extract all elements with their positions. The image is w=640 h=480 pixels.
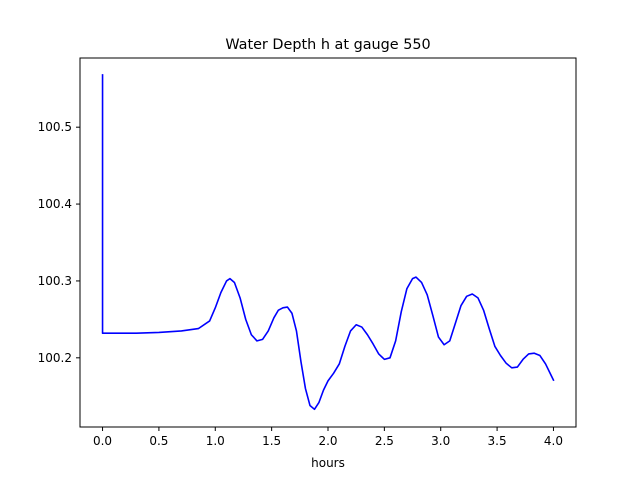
x-tick-label: 2.5 bbox=[375, 434, 394, 448]
x-axis-label: hours bbox=[311, 456, 345, 470]
y-tick-label: 100.5 bbox=[38, 120, 72, 134]
y-tick-label: 100.3 bbox=[38, 274, 72, 288]
y-tick-label: 100.4 bbox=[38, 197, 72, 211]
x-tick-label: 1.0 bbox=[206, 434, 225, 448]
series-line bbox=[101, 74, 555, 411]
x-tick-label: 3.0 bbox=[431, 434, 450, 448]
x-tick-label: 1.5 bbox=[262, 434, 281, 448]
x-tick-label: 0.0 bbox=[93, 434, 112, 448]
x-tick-label: 4.0 bbox=[544, 434, 563, 448]
y-tick-label: 100.2 bbox=[38, 351, 72, 365]
x-tick-label: 3.5 bbox=[488, 434, 507, 448]
plot-area bbox=[101, 74, 555, 411]
y-axis: 100.2 100.3 100.4 100.5 bbox=[38, 120, 80, 365]
x-axis: 0.0 0.5 1.0 1.5 2.0 2.5 3.0 3.5 4.0 bbox=[93, 427, 563, 448]
x-tick-label: 2.0 bbox=[318, 434, 337, 448]
chart-title: Water Depth h at gauge 550 bbox=[225, 37, 430, 53]
x-tick-label: 0.5 bbox=[149, 434, 168, 448]
